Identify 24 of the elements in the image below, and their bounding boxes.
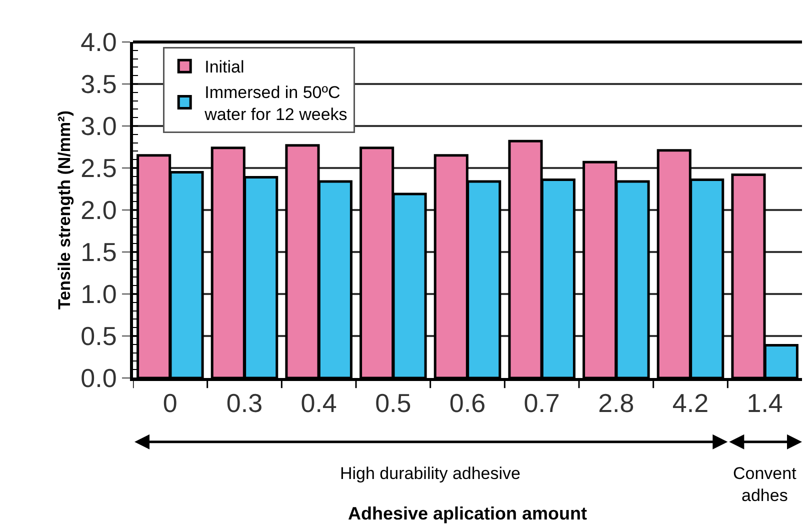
text: High durability adhesive bbox=[340, 464, 520, 483]
y-tick-label: 1.5 bbox=[80, 237, 117, 268]
x-tick-label: 0.6 bbox=[449, 388, 486, 418]
x-tick-label: 0.7 bbox=[524, 388, 560, 418]
legend-label: Immersed in 50ºC water for 12 weeks bbox=[204, 82, 348, 124]
y-axis-title: Tensile strength (N/mm²) bbox=[55, 110, 74, 310]
y-tick-label: 0.0 bbox=[80, 363, 117, 394]
x-tick-label: 0.3 bbox=[226, 388, 263, 418]
y-tick-label: 3.5 bbox=[80, 69, 117, 100]
y-tick-label: 4.0 bbox=[80, 27, 117, 58]
legend-label: Initial bbox=[204, 58, 244, 77]
y-tick-label: 3.0 bbox=[80, 111, 117, 142]
x-axis-title: Adhesive aplication amount bbox=[348, 503, 588, 524]
text: Convent adhes bbox=[733, 464, 797, 506]
x-tick-label: 1.4 bbox=[746, 388, 783, 418]
y-tick-label: 2.0 bbox=[80, 195, 117, 226]
y-tick-label: 2.5 bbox=[80, 153, 117, 184]
y-tick-label: 1.0 bbox=[80, 279, 117, 310]
x-tick-label: 4.2 bbox=[672, 388, 709, 418]
x-tick-label: 0.4 bbox=[300, 388, 337, 418]
x-tick-label: 2.8 bbox=[598, 388, 634, 418]
x-tick-label: 0 bbox=[162, 388, 178, 418]
x-tick-label: 0.5 bbox=[375, 388, 412, 418]
y-tick-label: 0.5 bbox=[80, 321, 117, 352]
